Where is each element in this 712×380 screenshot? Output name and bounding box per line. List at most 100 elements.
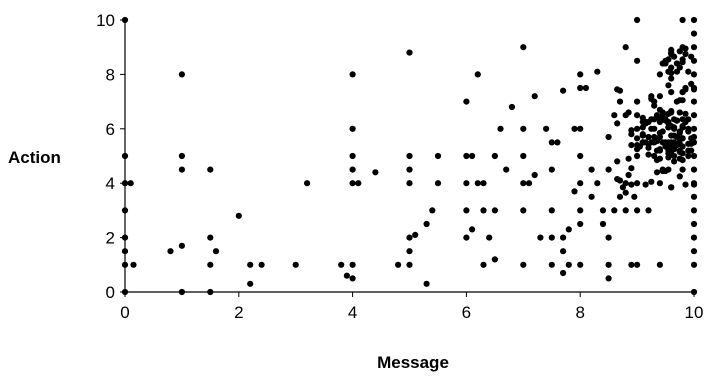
data-point — [121, 234, 129, 241]
data-point — [690, 152, 698, 160]
data-point — [491, 152, 498, 160]
data-point — [571, 188, 578, 195]
data-point — [406, 152, 413, 160]
data-point — [676, 140, 683, 147]
data-point — [577, 71, 584, 78]
data-point — [668, 50, 675, 58]
data-point — [682, 50, 689, 58]
data-point — [634, 16, 641, 24]
x-tick-label: 10 — [685, 303, 704, 322]
data-point — [634, 57, 641, 64]
data-point — [671, 132, 678, 139]
data-point — [406, 261, 413, 268]
data-point — [688, 140, 695, 147]
data-point — [480, 180, 487, 187]
data-point — [463, 207, 470, 214]
data-point — [645, 133, 652, 141]
data-point — [665, 56, 672, 63]
data-point — [474, 180, 481, 187]
data-point — [656, 180, 664, 187]
data-point — [679, 59, 686, 66]
data-point — [577, 125, 584, 132]
data-point — [648, 178, 655, 185]
data-point — [676, 173, 683, 180]
data-point — [622, 44, 629, 51]
data-point — [582, 84, 590, 92]
data-point — [634, 261, 641, 268]
data-point — [645, 144, 652, 151]
data-point — [628, 127, 635, 134]
data-point — [639, 118, 646, 126]
data-point — [634, 152, 641, 160]
data-point — [614, 120, 621, 127]
data-point — [247, 280, 254, 287]
y-axis-title: Action — [8, 148, 61, 167]
data-point — [520, 152, 527, 160]
data-point — [121, 261, 129, 268]
data-point — [690, 166, 698, 173]
data-point — [688, 80, 695, 87]
data-point — [690, 16, 698, 24]
data-point — [560, 87, 567, 94]
data-point — [656, 93, 664, 100]
data-point — [178, 71, 185, 78]
data-point — [121, 16, 129, 24]
data-point — [599, 207, 607, 214]
data-point — [676, 109, 683, 116]
data-point — [685, 128, 692, 135]
data-point — [639, 124, 646, 131]
data-point — [656, 71, 664, 78]
data-point — [463, 234, 470, 241]
data-point — [676, 128, 683, 135]
data-point — [594, 180, 601, 187]
data-point — [656, 129, 664, 136]
data-point — [594, 68, 601, 75]
data-point — [548, 234, 555, 241]
x-tick-label: 0 — [120, 303, 129, 322]
data-point — [648, 139, 655, 146]
data-point — [656, 155, 664, 162]
data-point — [628, 142, 635, 149]
data-point — [531, 171, 538, 179]
data-point — [690, 220, 698, 228]
data-point — [577, 207, 584, 214]
data-point — [656, 106, 664, 113]
data-point — [469, 226, 476, 233]
data-point — [463, 152, 470, 160]
data-point — [560, 269, 567, 277]
data-point — [645, 151, 652, 158]
data-point — [577, 152, 584, 160]
data-point — [207, 166, 214, 173]
data-point — [656, 147, 664, 154]
data-point — [304, 180, 311, 187]
data-point — [628, 181, 635, 188]
data-point — [628, 165, 635, 172]
data-point — [178, 166, 185, 173]
data-point — [631, 193, 638, 200]
data-point — [406, 234, 413, 241]
data-point — [406, 248, 413, 255]
data-point — [463, 98, 470, 105]
data-point — [605, 261, 612, 268]
data-point — [588, 193, 595, 200]
data-point — [178, 242, 185, 249]
data-point — [560, 234, 567, 241]
data-point — [690, 193, 698, 200]
data-point — [611, 207, 618, 214]
data-point — [690, 44, 698, 51]
data-point — [690, 86, 698, 93]
data-point — [520, 125, 527, 132]
data-point — [491, 207, 498, 214]
data-point — [656, 118, 664, 126]
data-point — [434, 152, 442, 160]
data-point — [235, 212, 242, 219]
data-point — [434, 180, 442, 187]
data-point — [349, 261, 356, 268]
data-point — [525, 180, 533, 187]
tick-labels: 0 2 4 6 8 10 0 2 4 6 8 10 — [96, 11, 703, 322]
data-point — [588, 166, 595, 173]
data-point — [690, 207, 698, 214]
y-tick-label: 4 — [106, 174, 115, 193]
data-point — [648, 93, 655, 100]
